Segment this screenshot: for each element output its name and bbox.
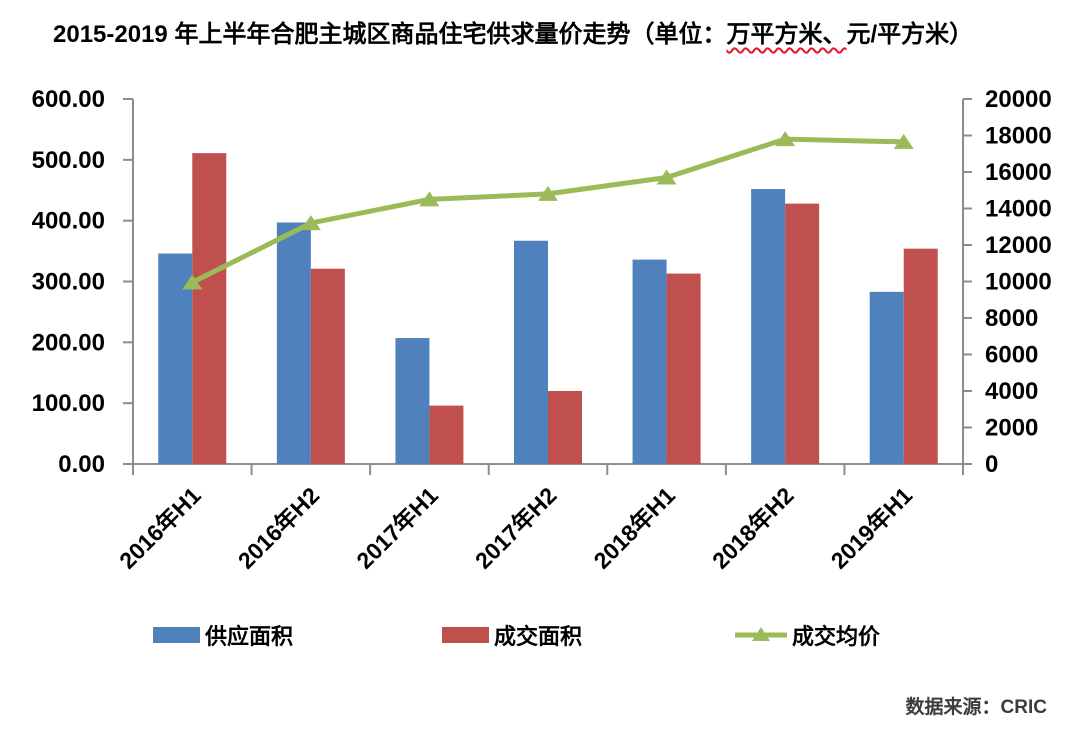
bar-供应面积-2019年H1 [869, 291, 904, 464]
right-axis-tick-label: 14000 [985, 196, 1052, 223]
bar-供应面积-2017年H2 [514, 240, 548, 464]
x-axis-label-2018年H2: 2018年H2 [707, 482, 799, 574]
bar-成交面积-2019年H1 [903, 248, 938, 464]
legend-item-average-price: 成交均价 [735, 620, 880, 650]
right-axis-tick-label: 18000 [985, 123, 1052, 150]
bar-供应面积-2017年H1 [395, 338, 430, 464]
left-axis-tick-label: 200.00 [32, 329, 105, 356]
chart-title: 2015-2019 年上半年合肥主城区商品住宅供求量价走势（单位：万平方米、元/… [53, 14, 973, 49]
legend-label-supply-area: 供应面积 [205, 624, 294, 649]
x-axis-label-2018年H1: 2018年H1 [588, 482, 680, 574]
right-axis-tick-label: 20000 [985, 86, 1052, 113]
supply-demand-price-combo-chart: 0.00 100.00 200.00 300.00 400.00 500.00 600.00… [32, 86, 1052, 574]
marker-成交均价-2019年H1 [893, 133, 914, 149]
legend-label-average-price: 成交均价 [792, 624, 881, 649]
legend-line-triangle-icon [735, 627, 787, 641]
legend-swatch-transaction-icon [442, 627, 489, 643]
left-axis-tick-label: 400.00 [32, 208, 105, 235]
marker-成交均价-2018年H2 [775, 131, 796, 147]
bar-成交面积-2016年H2 [310, 268, 345, 464]
bar-成交面积-2018年H1 [666, 273, 701, 464]
x-axis-label-2016年H2: 2016年H2 [233, 482, 325, 574]
legend-swatch-supply-icon [153, 627, 200, 643]
chart-title-suffix: 元/平方米） [846, 21, 974, 48]
marker-成交均价-2018年H1 [656, 169, 677, 185]
data-source: 数据来源：CRIC [905, 697, 1047, 718]
chart-legend: 供应面积 成交面积 成交均价 [0, 620, 1080, 650]
x-axis-label-2019年H1: 2019年H1 [826, 482, 918, 574]
right-axis-tick-label: 16000 [985, 159, 1052, 186]
legend-item-transaction-area: 成交面积 [442, 620, 582, 650]
right-axis-tick-label: 2000 [985, 415, 1038, 442]
bar-成交面积-2016年H1 [192, 153, 227, 464]
marker-成交均价-2016年H2 [300, 215, 321, 231]
left-axis-tick-label: 500.00 [32, 147, 105, 174]
chart-title-prefix: 2015-2019 年上半年合肥主城区商品住宅供求量价走势（单位： [53, 21, 727, 48]
marker-成交均价-2016年H1 [182, 274, 203, 290]
left-axis-tick-label: 600.00 [32, 86, 105, 113]
x-axis-label-2016年H1: 2016年H1 [114, 482, 206, 574]
left-axis-tick-label: 100.00 [32, 390, 105, 417]
x-axis-label-2017年H1: 2017年H1 [351, 482, 443, 574]
right-axis-tick-label: 6000 [985, 342, 1038, 369]
right-axis-tick-label: 8000 [985, 305, 1038, 332]
left-axis-tick-label: 0.00 [58, 451, 105, 478]
bar-供应面积-2018年H1 [632, 259, 667, 464]
bar-供应面积-2018年H2 [751, 189, 786, 465]
chart-title-underlined-unit: 万平方米、 [726, 21, 847, 48]
bar-成交面积-2017年H1 [429, 405, 464, 464]
right-axis-tick-label: 12000 [985, 232, 1052, 259]
right-axis-tick-label: 4000 [985, 378, 1038, 405]
marker-成交均价-2017年H2 [538, 185, 558, 201]
marker-成交均价-2017年H1 [419, 191, 440, 207]
x-axis-label-2017年H2: 2017年H2 [470, 482, 562, 574]
legend-item-supply-area: 供应面积 [153, 620, 293, 650]
bar-成交面积-2018年H2 [785, 203, 820, 464]
bar-成交面积-2017年H2 [548, 391, 582, 464]
left-axis-tick-label: 300.00 [32, 269, 105, 296]
right-axis-tick-label: 0 [985, 451, 998, 478]
right-axis-tick-label: 10000 [985, 269, 1052, 296]
legend-label-transaction-area: 成交面积 [494, 624, 583, 649]
bar-供应面积-2016年H2 [276, 222, 311, 464]
